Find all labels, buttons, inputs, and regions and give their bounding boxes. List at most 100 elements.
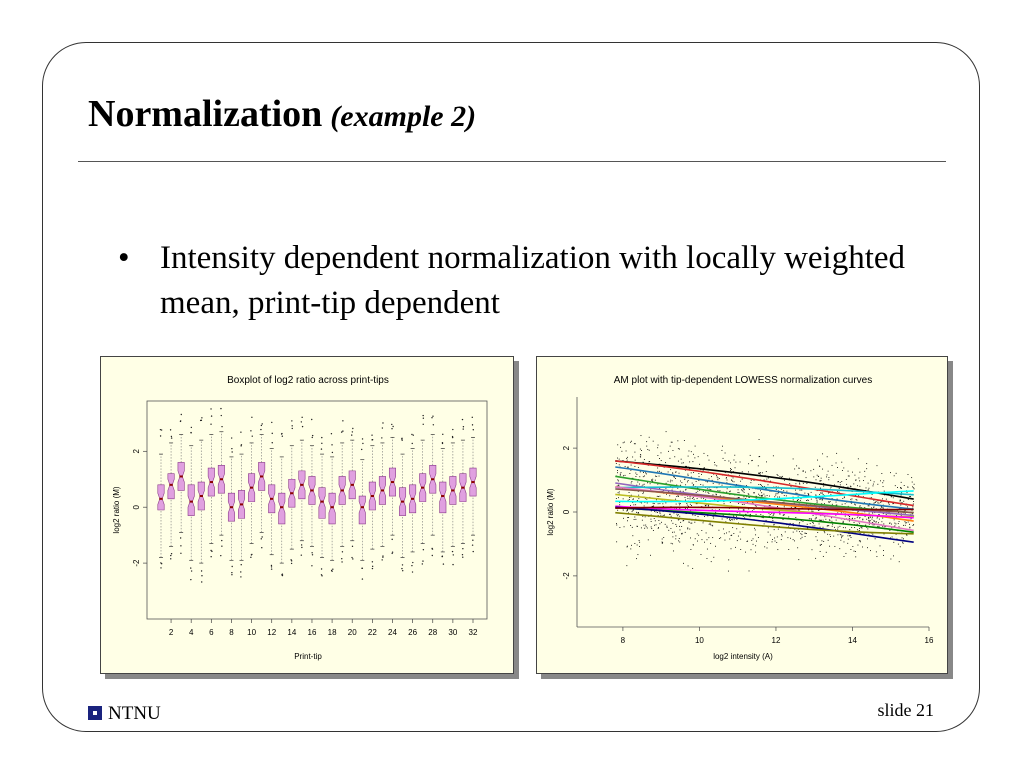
- box-outlier: [210, 549, 212, 552]
- scatter-point: [748, 488, 750, 490]
- box: [278, 492, 286, 525]
- scatter-point: [737, 497, 739, 498]
- scatter-point: [637, 481, 639, 483]
- scatter-point: [779, 513, 781, 515]
- scatter-point: [681, 482, 683, 484]
- box-outlier: [210, 556, 212, 558]
- box-outlier: [250, 556, 252, 559]
- scatter-point: [821, 493, 823, 494]
- box-outlier: [261, 547, 263, 549]
- box-outlier: [290, 562, 293, 565]
- box-outlier: [220, 407, 222, 410]
- scatter-point: [673, 512, 675, 514]
- scatter-point: [635, 476, 637, 477]
- box-outlier: [231, 565, 233, 568]
- scatter-point: [714, 464, 716, 466]
- scatter-point: [687, 527, 689, 529]
- scatter-point: [907, 499, 909, 500]
- x-tick-label: 2: [169, 628, 174, 637]
- scatter-point: [795, 489, 796, 491]
- scatter-point: [859, 485, 861, 487]
- scatter-point: [891, 523, 892, 525]
- scatter-point: [661, 542, 663, 544]
- scatter-point: [638, 513, 640, 515]
- scatter-point: [763, 523, 765, 525]
- scatter-point: [773, 524, 775, 526]
- scatter-point: [687, 498, 689, 500]
- scatter-point: [828, 477, 830, 478]
- scatter-point: [634, 451, 636, 453]
- box-outlier: [401, 439, 403, 441]
- scatter-point: [777, 493, 779, 495]
- scatter-point: [632, 535, 634, 537]
- scatter-point: [864, 506, 866, 508]
- scatter-point: [645, 472, 647, 474]
- scatter-point: [668, 529, 670, 531]
- scatter-point: [839, 525, 841, 527]
- box-outlier: [462, 556, 464, 558]
- scatter-point: [644, 475, 645, 477]
- scatter-point: [868, 516, 870, 518]
- scatter-point: [637, 490, 639, 492]
- scatter-point: [905, 534, 907, 536]
- scatter-point: [873, 521, 875, 522]
- scatter-point: [631, 526, 633, 528]
- box-outlier: [270, 568, 273, 570]
- scatter-point: [792, 499, 794, 501]
- scatter-point: [742, 509, 744, 511]
- scatter-point: [898, 561, 900, 563]
- scatter-point: [672, 522, 674, 524]
- scatter-point: [875, 508, 877, 510]
- scatter-point: [777, 496, 779, 498]
- scatter-point: [695, 480, 697, 482]
- scatter-point: [650, 510, 652, 512]
- scatter-point: [871, 497, 873, 499]
- box-outlier: [320, 568, 323, 570]
- scatter-point: [894, 522, 896, 524]
- scatter-point: [900, 494, 902, 496]
- scatter-point: [626, 510, 628, 512]
- scatter-point: [832, 523, 834, 525]
- box-outlier: [250, 430, 252, 432]
- scatter-point: [842, 498, 844, 500]
- scatter-point: [867, 528, 869, 530]
- scatter-point: [712, 537, 714, 539]
- scatter-point: [847, 486, 849, 488]
- scatter-point: [733, 516, 735, 517]
- boxplot-chart: Boxplot of log2 ratio across print-tips 2…: [112, 375, 488, 661]
- scatter-point: [859, 506, 861, 508]
- scatter-point: [821, 540, 823, 542]
- scatter-point: [859, 522, 861, 524]
- scatter-point: [798, 467, 800, 469]
- box-outlier: [401, 567, 403, 570]
- scatter-point: [749, 516, 751, 518]
- scatter-point: [687, 474, 689, 476]
- scatter-point: [779, 496, 780, 498]
- scatter-point: [873, 499, 875, 501]
- box-outlier: [180, 545, 182, 547]
- scatter-point: [814, 486, 816, 488]
- scatter-point: [868, 487, 870, 489]
- scatter-point: [663, 514, 665, 516]
- scatter-point: [698, 534, 700, 536]
- box-outlier: [200, 570, 203, 572]
- scatter-point: [796, 499, 798, 501]
- scatter-point: [794, 506, 796, 508]
- scatter-point: [626, 510, 628, 512]
- scatter-point: [828, 519, 830, 521]
- scatter-point: [812, 510, 814, 512]
- scatter-point: [902, 541, 904, 543]
- scatter-point: [683, 520, 685, 521]
- scatter-point: [711, 479, 713, 481]
- scatter-point: [805, 477, 807, 479]
- scatter-point: [763, 493, 765, 495]
- scatter-point: [677, 440, 679, 442]
- box-outlier: [311, 554, 314, 556]
- scatter-point: [808, 494, 810, 496]
- scatter-point: [670, 515, 672, 517]
- y-tick-label: 2: [132, 449, 141, 454]
- scatter-point: [708, 489, 710, 491]
- scatter-point: [725, 477, 727, 479]
- scatter-point: [797, 474, 799, 476]
- scatter-point: [643, 491, 644, 493]
